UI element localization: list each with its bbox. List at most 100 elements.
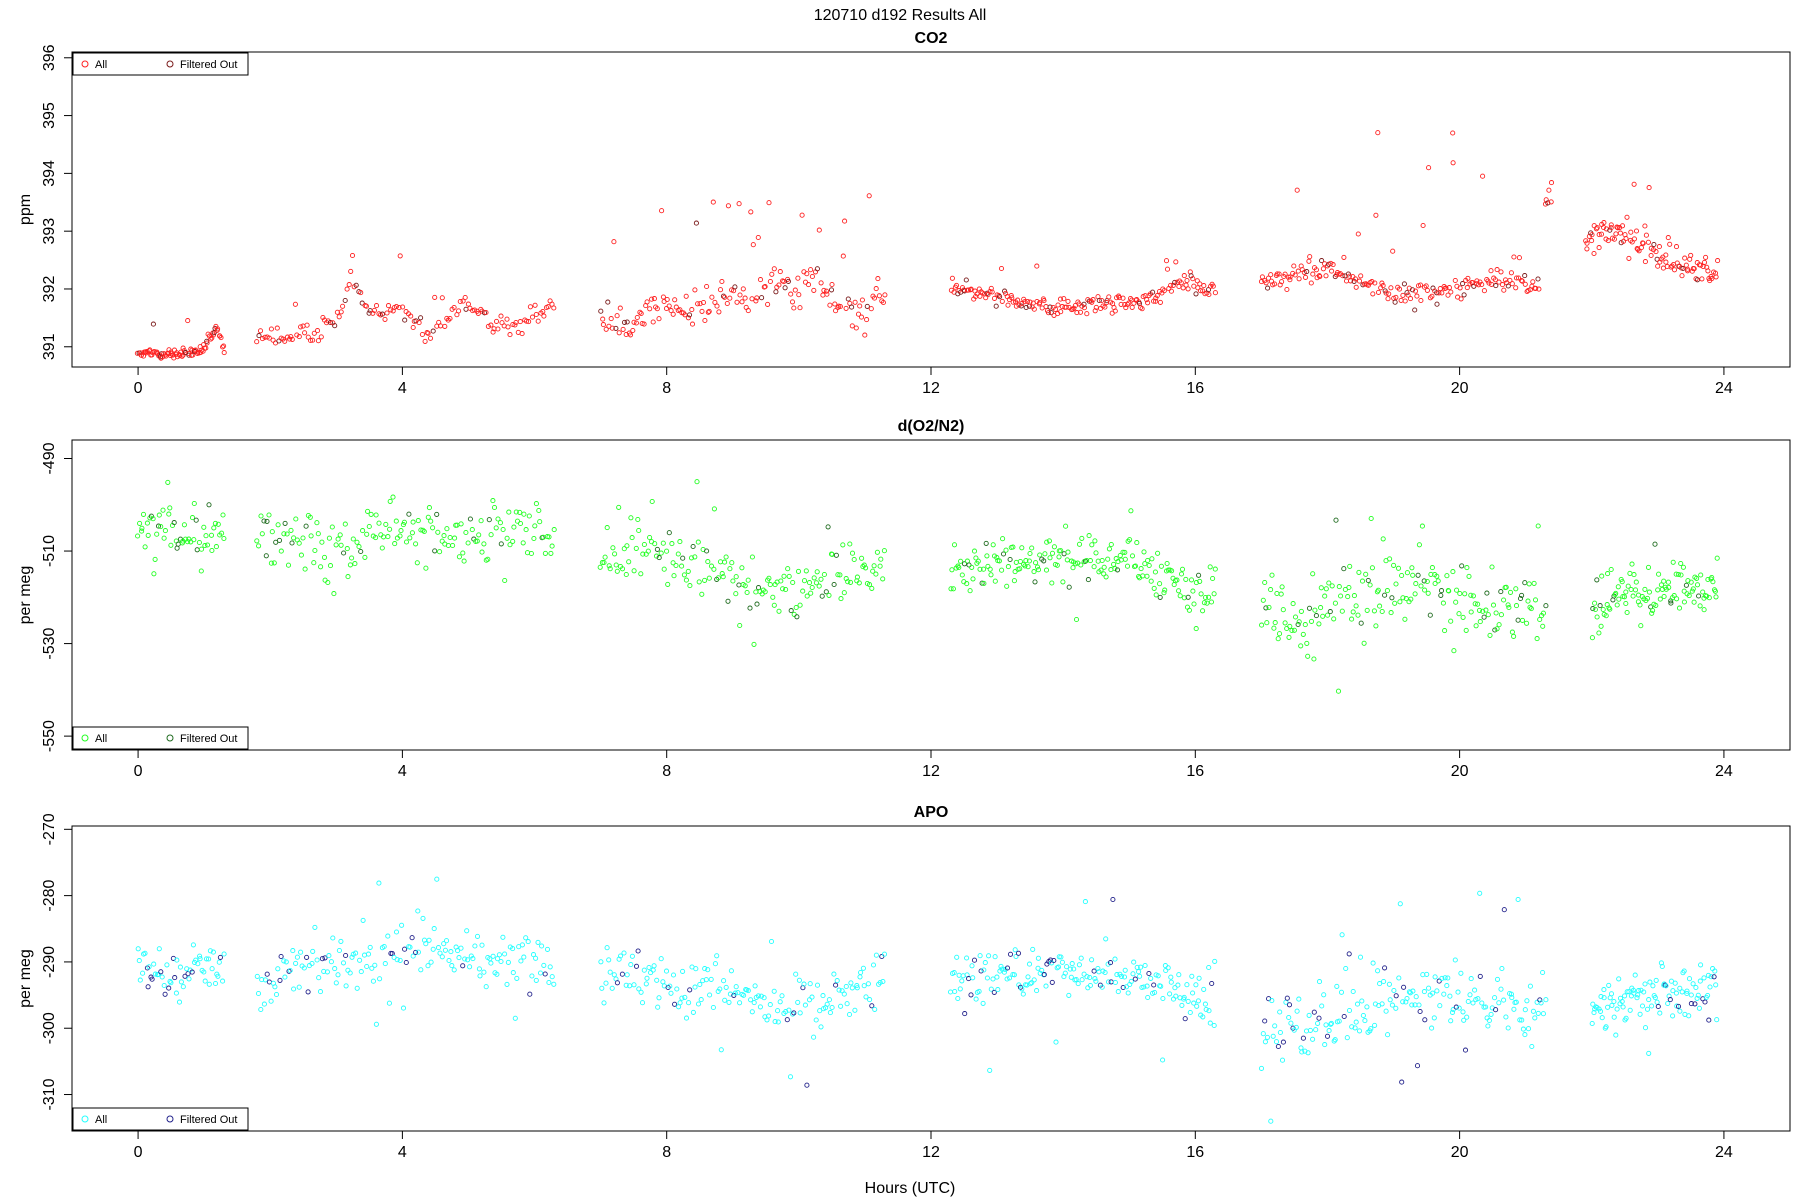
data-point [1658, 582, 1664, 588]
data-point [1642, 1025, 1649, 1031]
data-point-filtered [686, 312, 693, 318]
data-point [1385, 296, 1391, 302]
data-point [1613, 590, 1619, 596]
data-point [636, 527, 642, 534]
data-point [1084, 311, 1090, 317]
data-point [191, 500, 197, 507]
data-point-filtered [1351, 278, 1357, 284]
data-point [259, 977, 265, 983]
data-point [772, 1019, 778, 1025]
data-point [1698, 962, 1704, 968]
data-point [1073, 976, 1079, 983]
data-point [748, 997, 754, 1003]
data-point [1186, 607, 1192, 613]
data-point [1653, 977, 1659, 983]
data-point [1058, 548, 1064, 554]
data-point-filtered [1517, 595, 1524, 602]
data-point [1055, 302, 1061, 308]
data-point [421, 528, 427, 535]
data-point [664, 548, 670, 554]
data-point [1597, 1008, 1604, 1014]
y-tick-label: -310 [41, 1078, 58, 1110]
data-point [495, 516, 501, 522]
data-point [1286, 1014, 1292, 1021]
data-point [1626, 255, 1632, 261]
data-point [1513, 586, 1519, 592]
data-point [1396, 975, 1402, 981]
data-point [1637, 602, 1643, 608]
data-point [689, 307, 695, 313]
data-point [728, 968, 734, 974]
data-point [1273, 1039, 1280, 1045]
y-tick-label: -270 [41, 813, 58, 845]
data-point [696, 579, 702, 585]
data-point [873, 952, 879, 958]
legend: All Filtered Out [72, 52, 249, 76]
data-point [606, 563, 612, 569]
data-point [1188, 577, 1195, 583]
data-point [1093, 550, 1099, 556]
data-point [667, 983, 673, 989]
data-point [844, 1001, 850, 1007]
data-point-filtered [342, 297, 348, 304]
data-point [1127, 537, 1133, 543]
data-point-filtered [1300, 1035, 1306, 1041]
data-point-filtered [869, 1003, 875, 1009]
data-point [1031, 306, 1037, 312]
data-point [479, 549, 485, 555]
data-point [1400, 292, 1406, 298]
data-point [314, 520, 320, 526]
data-point-filtered [171, 520, 177, 526]
data-point [1485, 1023, 1491, 1029]
data-point [695, 1001, 702, 1007]
data-point [1515, 896, 1521, 903]
data-point [1005, 302, 1011, 308]
data-point [961, 287, 967, 293]
data-point [1683, 262, 1689, 268]
data-point [1416, 542, 1422, 548]
data-point-filtered [978, 968, 984, 974]
data-point-filtered [680, 555, 686, 561]
data-point [848, 980, 854, 986]
data-point [800, 588, 806, 594]
data-point [785, 566, 791, 572]
data-point [271, 560, 277, 566]
data-point [1070, 565, 1076, 571]
data-point [344, 546, 350, 552]
x-tick-label: 0 [134, 380, 143, 397]
data-point [197, 956, 203, 962]
data-point [852, 1007, 858, 1013]
data-point [1099, 557, 1105, 564]
data-point-filtered [1434, 301, 1440, 307]
data-point [1405, 292, 1411, 298]
data-point [1388, 610, 1394, 616]
data-point [1384, 588, 1390, 594]
data-point [723, 554, 729, 560]
data-point [976, 988, 982, 994]
data-point-filtered [413, 949, 419, 955]
data-point [1377, 981, 1383, 987]
data-point [1644, 595, 1651, 601]
data-point [207, 948, 213, 954]
data-point [167, 505, 173, 511]
data-point [360, 917, 366, 923]
data-point [1212, 566, 1218, 572]
data-point [1312, 607, 1318, 613]
data-point [1397, 599, 1403, 605]
data-point [547, 964, 553, 970]
data-point-filtered [784, 1017, 790, 1023]
data-point [156, 512, 162, 518]
data-point [1517, 1017, 1523, 1023]
data-point [1131, 959, 1137, 965]
data-point [1605, 571, 1611, 577]
data-point [1329, 268, 1335, 274]
data-point [1619, 998, 1625, 1005]
data-point [1047, 555, 1053, 561]
data-point [1128, 978, 1134, 984]
data-point [973, 555, 979, 561]
data-point [479, 942, 485, 948]
data-point-filtered [402, 946, 408, 952]
data-point [1108, 567, 1114, 573]
data-point [1353, 284, 1359, 290]
x-tick-label: 0 [134, 763, 143, 780]
